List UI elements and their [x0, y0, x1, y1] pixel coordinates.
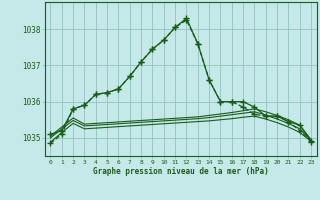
X-axis label: Graphe pression niveau de la mer (hPa): Graphe pression niveau de la mer (hPa) [93, 167, 269, 176]
